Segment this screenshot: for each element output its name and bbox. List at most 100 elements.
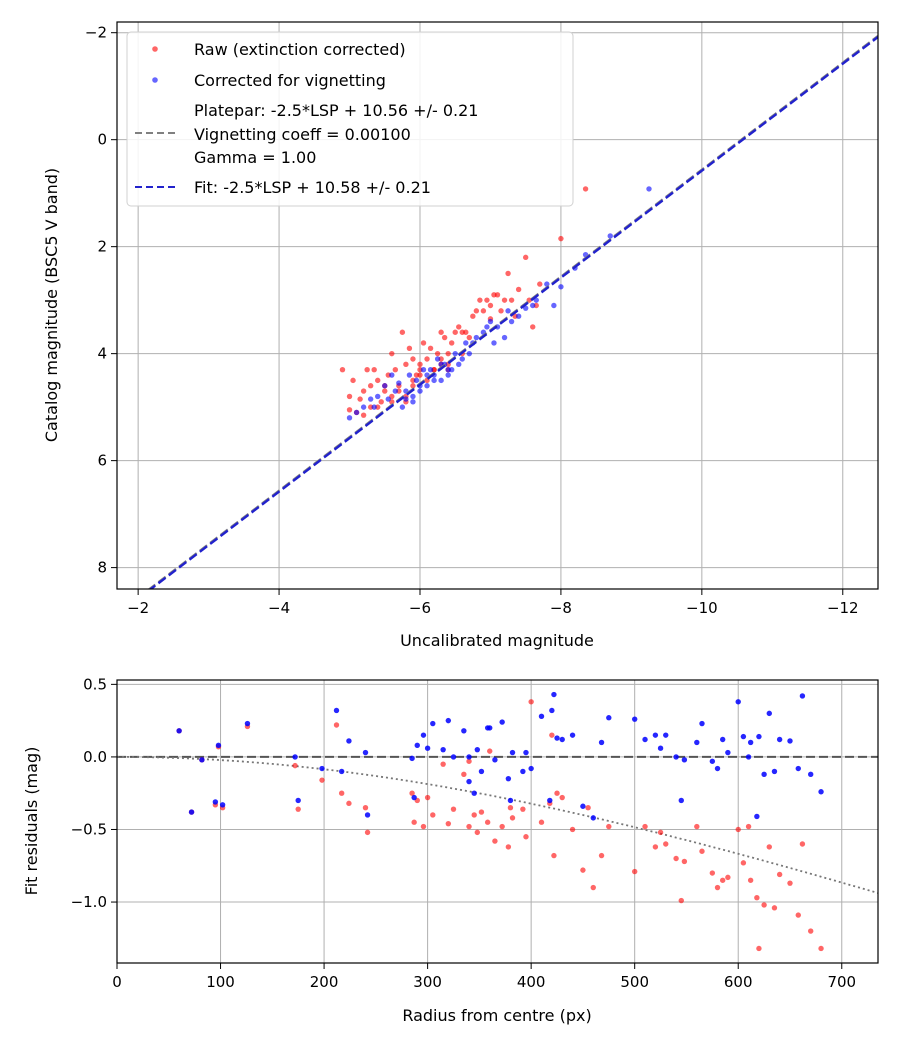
corrected-point xyxy=(410,399,416,405)
corrected-point xyxy=(484,324,490,330)
corrected-point xyxy=(410,393,416,400)
corrected-point xyxy=(346,415,353,421)
corrected-residual-point xyxy=(547,797,553,804)
raw-residual-point xyxy=(492,838,498,844)
corrected-residual-point xyxy=(709,758,716,764)
x-tick-label: 700 xyxy=(827,973,856,991)
raw-residual-point xyxy=(745,823,752,830)
y-tick-label: −1.0 xyxy=(71,893,107,911)
residuals-ticks: 0 100 200 300 400 500 600 700 0.5 0.0 −0.5 −1.0 xyxy=(71,675,857,991)
corrected-residual-point xyxy=(694,739,700,746)
raw-residual-point xyxy=(725,874,731,881)
corrected-residual-point xyxy=(212,799,219,805)
y-tick-label: −2 xyxy=(85,24,107,42)
corrected-residual-point xyxy=(409,755,415,762)
raw-point xyxy=(424,356,430,362)
raw-point xyxy=(473,308,480,314)
corrected-residual-point xyxy=(411,794,417,801)
y-tick-label: −0.5 xyxy=(71,820,107,838)
corrected-point xyxy=(392,388,399,394)
corrected-residual-point xyxy=(663,732,669,738)
legend-raw-marker xyxy=(152,46,158,52)
calibration-lines xyxy=(147,35,878,589)
corrected-residual-point xyxy=(471,790,477,796)
raw-point xyxy=(339,366,346,373)
calibration-axes-frame xyxy=(116,21,879,590)
raw-residual-point xyxy=(551,852,557,859)
calibration-plot: −2 −4 −6 −8 −10 −12 −2 0 2 4 6 8 Uncalibrated magni… xyxy=(42,21,879,650)
y-tick-label: 2 xyxy=(97,238,107,256)
raw-residual-point xyxy=(590,884,596,891)
raw-residual-point xyxy=(484,819,491,825)
raw-point xyxy=(417,361,423,368)
raw-residual-point xyxy=(681,858,688,865)
corrected-residual-point xyxy=(642,736,648,743)
raw-point xyxy=(357,396,363,402)
corrected-point xyxy=(501,334,508,341)
legend-box xyxy=(126,31,574,207)
raw-residual-point xyxy=(505,844,512,850)
corrected-residual-point xyxy=(461,728,467,734)
y-tick-label: 0.0 xyxy=(83,748,107,766)
raw-point xyxy=(378,399,384,405)
corrected-point xyxy=(558,284,564,290)
raw-point xyxy=(441,334,448,341)
raw-residual-point xyxy=(771,905,778,911)
corrected-point xyxy=(452,350,458,357)
raw-residual-point xyxy=(409,790,415,796)
raw-point xyxy=(371,366,377,373)
corrected-point xyxy=(646,186,652,192)
raw-point xyxy=(350,377,356,384)
corrected-residual-point xyxy=(509,749,516,756)
corrected-residual-point xyxy=(631,716,638,722)
raw-point xyxy=(375,377,381,384)
corrected-residual-point xyxy=(478,768,485,775)
corrected-residual-point xyxy=(466,778,472,785)
corrected-residual-point xyxy=(771,768,778,775)
raw-residual-point xyxy=(319,777,325,783)
corrected-point xyxy=(385,396,391,402)
y-tick-label: 0 xyxy=(97,131,107,149)
corrected-residual-point xyxy=(551,691,557,698)
corrected-residual-point xyxy=(474,746,481,753)
raw-residual-point xyxy=(673,855,679,862)
residuals-x-axis-label: Radius from centre (px) xyxy=(402,1006,591,1025)
raw-point xyxy=(582,186,589,192)
raw-point xyxy=(392,366,399,373)
raw-point xyxy=(501,297,508,303)
corrected-residual-point xyxy=(219,802,226,808)
x-tick-label: −8 xyxy=(550,599,572,617)
corrected-point xyxy=(491,340,497,346)
raw-residual-point xyxy=(714,884,721,891)
raw-residual-point xyxy=(554,790,560,796)
raw-residual-point xyxy=(520,806,526,812)
corrected-point xyxy=(382,383,388,389)
raw-residual-point xyxy=(799,841,806,847)
residuals-plot: 0 100 200 300 400 500 600 700 0.5 0.0 −0.5 −1.0 Rad… xyxy=(22,675,879,1025)
raw-residual-point xyxy=(631,868,638,875)
corrected-point xyxy=(551,302,557,309)
corrected-residual-point xyxy=(808,771,814,778)
corrected-residual-point xyxy=(818,789,824,795)
raw-residual-point xyxy=(642,823,648,830)
raw-residual-point xyxy=(295,806,301,812)
residuals-lines xyxy=(117,755,878,894)
raw-residual-point xyxy=(440,761,446,767)
raw-residual-point xyxy=(430,812,436,818)
corrected-residual-point xyxy=(580,803,586,809)
raw-point xyxy=(505,270,511,277)
raw-point xyxy=(537,281,543,287)
residuals-y-axis-label: Fit residuals (mag) xyxy=(22,747,41,896)
corrected-residual-point xyxy=(414,742,420,749)
raw-point xyxy=(508,297,515,303)
corrected-residual-point xyxy=(499,719,505,725)
legend-corrected-marker xyxy=(152,77,158,83)
corrected-residual-point xyxy=(176,728,182,734)
corrected-point xyxy=(367,396,374,402)
calibration-y-axis-label: Catalog magnitude (BSC5 V band) xyxy=(42,168,61,442)
raw-residual-point xyxy=(585,805,591,811)
raw-point xyxy=(480,308,487,314)
corrected-residual-point xyxy=(766,710,772,717)
raw-residual-point xyxy=(569,826,576,833)
corrected-point xyxy=(466,350,473,357)
